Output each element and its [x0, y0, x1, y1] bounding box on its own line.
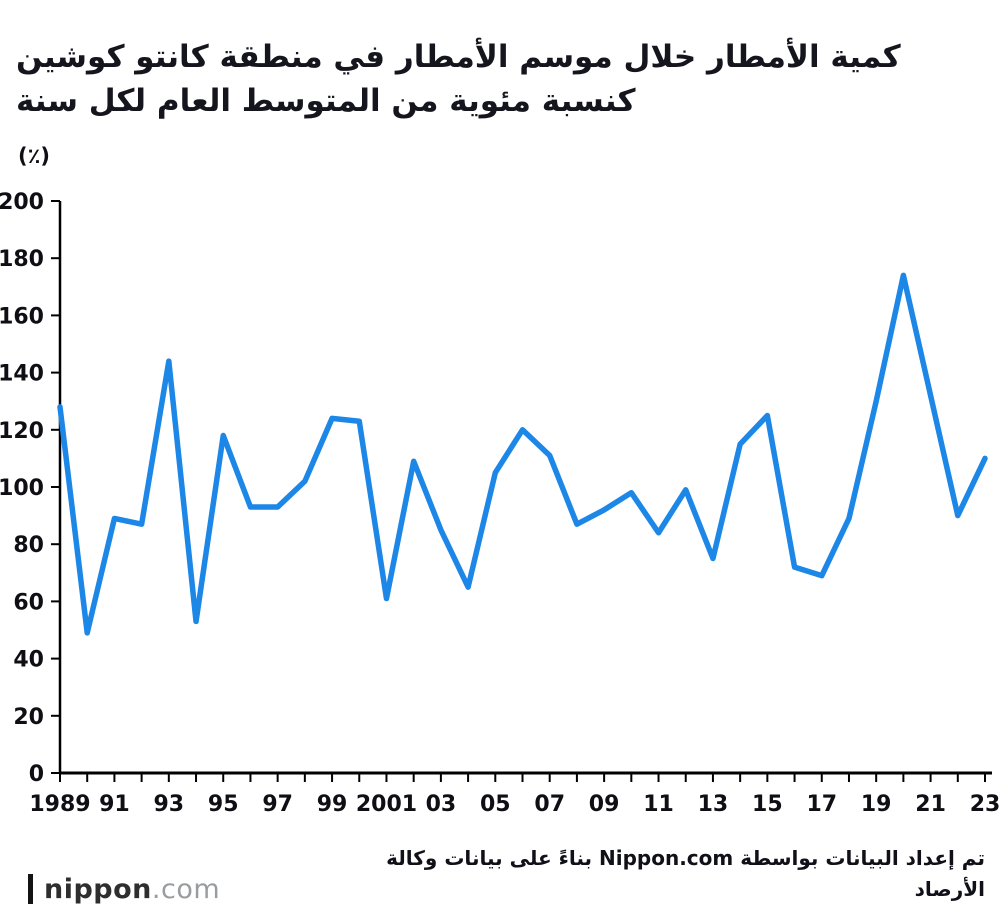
y-tick-label: 60 [13, 590, 44, 615]
x-tick-label: 91 [99, 792, 130, 817]
chart-title-line2: كنسبة مئوية من المتوسط العام لكل سنة [16, 82, 636, 119]
chart-title: كمية الأمطار خلال موسم الأمطار في منطقة … [0, 21, 1000, 123]
rainfall-line-chart: 0 20 40 60 80 100 120 140 160 180 200 1989 91 93 95 97 9… [0, 190, 1000, 817]
x-tick-label: 09 [589, 792, 620, 817]
x-tick-label: 03 [426, 792, 457, 817]
x-tick-label: 07 [534, 792, 565, 817]
x-tick-label: 97 [262, 792, 293, 817]
y-tick-label: 80 [13, 533, 44, 558]
y-tick-label: 120 [0, 418, 44, 443]
x-tick-label: 23 [970, 792, 1000, 817]
logo-com: .com [151, 873, 221, 904]
x-tick-label: 95 [208, 792, 239, 817]
x-tick-label: 21 [915, 792, 946, 817]
y-tick-label: 140 [0, 361, 44, 386]
x-tick-label: 93 [154, 792, 185, 817]
x-tick-label: 2001 [356, 792, 417, 817]
footer: nippon.com تم إعداد البيانات بواسطة Nipp… [0, 843, 1000, 904]
y-tick-label: 100 [0, 476, 44, 501]
y-tick-label: 20 [13, 704, 44, 729]
data-line [57, 272, 988, 636]
logo-text: nippon.com [44, 876, 220, 903]
logo-bar-icon [28, 874, 33, 904]
x-tick-label: 15 [752, 792, 783, 817]
x-tick-label: 11 [643, 792, 674, 817]
logo-nippon: nippon [44, 873, 152, 904]
x-tick-label: 17 [806, 792, 837, 817]
y-tick-label: 40 [13, 647, 44, 672]
x-tick-label: 05 [480, 792, 511, 817]
x-tick-label: 13 [698, 792, 729, 817]
y-tick-label: 160 [0, 304, 44, 329]
nippon-logo: nippon.com [28, 874, 220, 904]
chart-title-line1: كمية الأمطار خلال موسم الأمطار في منطقة … [16, 38, 901, 75]
y-tick-label: 200 [0, 190, 44, 215]
x-tick-label: 19 [861, 792, 892, 817]
y-axis-unit-label: (٪) [18, 143, 51, 168]
x-tick-label: 1989 [29, 792, 90, 817]
source-note: تم إعداد البيانات بواسطة Nippon.com بناء… [325, 843, 985, 904]
source-line1: تم إعداد البيانات بواسطة Nippon.com بناء… [386, 845, 985, 901]
x-tick-label: 99 [317, 792, 348, 817]
y-tick-label: 0 [29, 762, 44, 787]
y-tick-label: 180 [0, 247, 44, 272]
